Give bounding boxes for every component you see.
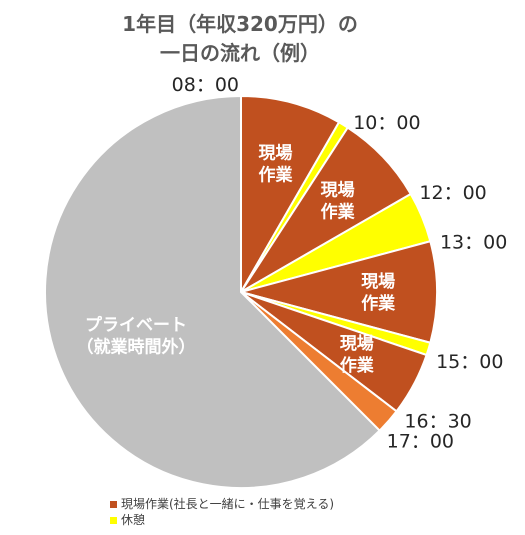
chart-title-line-1: 1年目（年収320万円）の: [122, 12, 358, 36]
legend-item-break: 休憩: [110, 512, 334, 528]
chart-title-line-2: 一日の流れ（例）: [160, 41, 320, 65]
slice-label-2-0: 現場: [321, 180, 355, 200]
slice-label-4-1: 作業: [361, 293, 395, 314]
time-label-2: 12：00: [419, 182, 486, 204]
time-label-5: 16：30: [404, 410, 471, 432]
slice-label-6-0: 現場: [340, 334, 374, 354]
legend-swatch-work: [110, 500, 117, 508]
time-label-3: 13：00: [440, 232, 507, 254]
time-label-4: 15：00: [436, 351, 503, 373]
legend-label-break: 休憩: [121, 513, 146, 527]
slice-label-4-0: 現場: [361, 272, 395, 292]
legend-item-work: 現場作業(社長と一緒に・仕事を覚える): [110, 496, 334, 512]
pie-slice-8: [44, 94, 382, 489]
slice-label-0-1: 作業: [258, 164, 292, 185]
legend-swatch-break: [110, 516, 117, 524]
slice-label-6-1: 作業: [340, 355, 374, 376]
pie-slice-0: [240, 94, 341, 296]
slice-label-2-1: 作業: [321, 201, 355, 222]
time-label-1: 10：00: [353, 112, 420, 134]
pie-slice-4: [237, 240, 438, 344]
pie-slices: [44, 94, 438, 489]
time-label-0: 08：00: [172, 74, 239, 96]
slice-label-8-1: （就業時間外）: [76, 337, 195, 358]
time-label-6: 17：00: [387, 431, 454, 453]
slice-label-0-0: 現場: [258, 143, 292, 163]
legend-label-work: 現場作業(社長と一緒に・仕事を覚える): [121, 497, 335, 511]
slice-label-8-0: プライベート: [85, 315, 187, 336]
legend: 現場作業(社長と一緒に・仕事を覚える) 休憩: [110, 496, 334, 528]
